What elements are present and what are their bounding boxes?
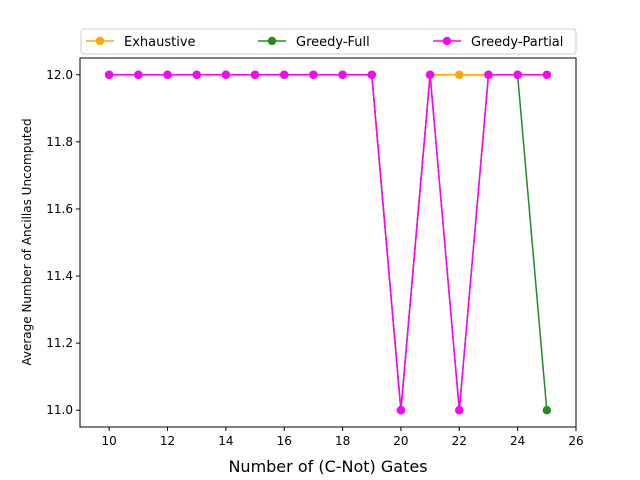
series-line-1 [109, 74, 548, 411]
y-tick-label: 11.6 [46, 202, 73, 216]
series-line-0 [109, 74, 547, 411]
x-tick-label: 18 [335, 434, 350, 448]
legend: Exhaustive Greedy-Full Greedy-Partial [80, 28, 577, 55]
y-tick-label: 11.0 [46, 403, 73, 417]
legend-label-2: Greedy-Partial [471, 35, 563, 50]
series-2-point [542, 70, 552, 79]
x-tick-label: 14 [218, 434, 233, 448]
series-2-point [396, 406, 406, 415]
series-0-point [455, 70, 464, 79]
legend-marker-1 [267, 36, 277, 46]
y-axis-title: Average Number of Ancillas Uncomputed [20, 118, 34, 365]
series-2-point [280, 70, 289, 79]
series-2-point [338, 70, 347, 79]
x-tick-label: 10 [102, 434, 117, 448]
x-tick-label: 22 [452, 434, 467, 448]
series-2-point [163, 70, 172, 79]
axes-frame [79, 57, 577, 428]
series-1-point [542, 406, 552, 415]
series-2-point [134, 70, 143, 79]
y-tick-label: 11.2 [46, 336, 73, 350]
x-tick-label: 16 [277, 434, 292, 448]
series-2-point [513, 70, 522, 79]
x-tick-label: 12 [160, 434, 175, 448]
series-2-point [484, 70, 493, 79]
legend-box [80, 28, 577, 55]
series-2-point [104, 70, 114, 79]
series-2-point [455, 406, 464, 415]
series-2-point [250, 70, 260, 79]
series-2-point [425, 70, 435, 79]
axes: 10 12 14 16 18 20 22 24 26 11.0 11.2 11.4 11.6 11.8 12… [46, 57, 584, 448]
legend-label-1: Greedy-Full [296, 35, 370, 50]
series-2-point [309, 70, 318, 79]
y-tick-label: 11.8 [46, 135, 73, 149]
legend-label-0: Exhaustive [124, 35, 196, 50]
x-tick-label: 24 [510, 434, 525, 448]
plot-area [104, 70, 552, 415]
legend-marker-0 [95, 36, 105, 46]
series-line-2 [109, 74, 547, 411]
x-tick-label: 20 [393, 434, 408, 448]
y-tick-label: 11.4 [46, 269, 73, 283]
series-2-point [367, 70, 376, 79]
x-axis-title: Number of (C-Not) Gates [228, 457, 427, 476]
legend-marker-2 [442, 36, 452, 46]
series-2-point [192, 70, 201, 79]
series-2-point [221, 70, 231, 79]
x-tick-label: 26 [568, 434, 583, 448]
y-tick-label: 12.0 [46, 68, 73, 82]
